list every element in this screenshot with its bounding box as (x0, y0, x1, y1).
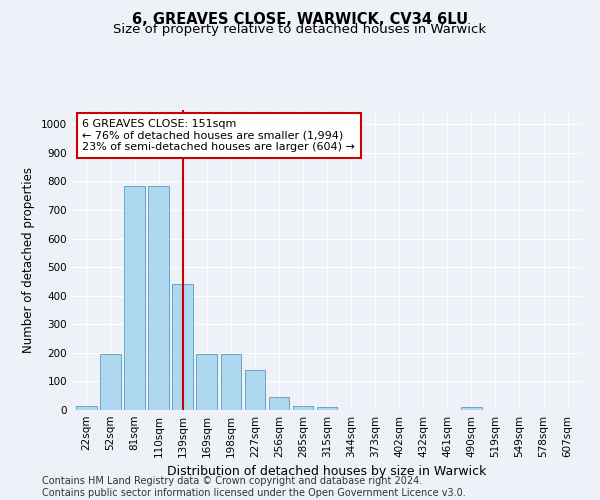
Bar (293, 406, 313, 410)
Bar (100, 354, 121, 410)
Bar (196, 354, 217, 410)
Bar (317, 407, 337, 410)
Bar (245, 370, 265, 410)
Bar (124, 186, 145, 410)
Bar (269, 397, 289, 410)
Bar (172, 284, 193, 410)
Y-axis label: Number of detached properties: Number of detached properties (22, 167, 35, 353)
Text: Contains HM Land Registry data © Crown copyright and database right 2024.
Contai: Contains HM Land Registry data © Crown c… (42, 476, 466, 498)
Bar (76, 406, 97, 410)
Text: 6 GREAVES CLOSE: 151sqm
← 76% of detached houses are smaller (1,994)
23% of semi: 6 GREAVES CLOSE: 151sqm ← 76% of detache… (82, 119, 355, 152)
Text: 6, GREAVES CLOSE, WARWICK, CV34 6LU: 6, GREAVES CLOSE, WARWICK, CV34 6LU (132, 12, 468, 28)
Bar (221, 354, 241, 410)
Bar (461, 407, 482, 410)
Text: Size of property relative to detached houses in Warwick: Size of property relative to detached ho… (113, 22, 487, 36)
X-axis label: Distribution of detached houses by size in Warwick: Distribution of detached houses by size … (167, 466, 487, 478)
Bar (148, 186, 169, 410)
